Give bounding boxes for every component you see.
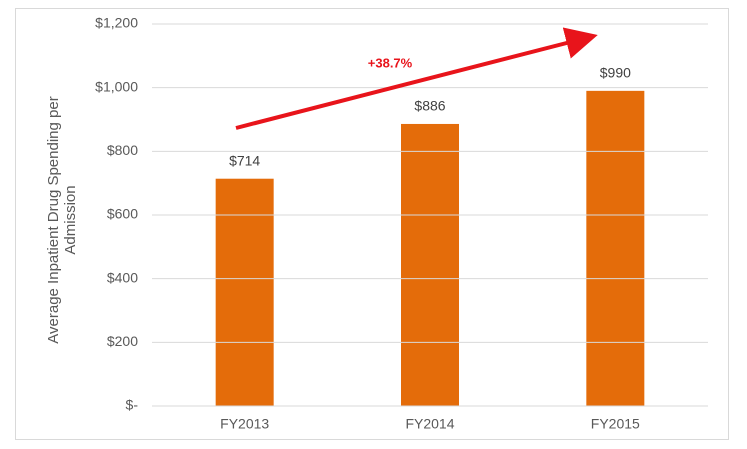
bar [586,90,645,406]
bar [401,123,459,406]
y-tick-label: $200 [107,333,138,349]
y-tick-label: $- [126,397,139,413]
x-tick-label: FY2014 [405,416,454,432]
annotation: +38.7% [368,55,413,70]
value-label: $990 [600,65,631,81]
x-tick-label: FY2013 [220,416,269,432]
y-tick-label: $1,200 [95,15,138,31]
x-tick-label: FY2015 [591,416,640,432]
value-label: $886 [414,98,445,114]
y-axis-label: Average Inpatient Drug Spending per Admi… [45,96,79,344]
y-tick-label: $600 [107,206,138,222]
trend-arrow [235,27,598,130]
chart-frame [15,8,729,440]
y-tick-label: $800 [107,142,138,158]
y-tick-label: $1,000 [95,78,138,94]
value-label: $714 [229,152,260,168]
bar [215,178,274,406]
y-tick-label: $400 [107,269,138,285]
